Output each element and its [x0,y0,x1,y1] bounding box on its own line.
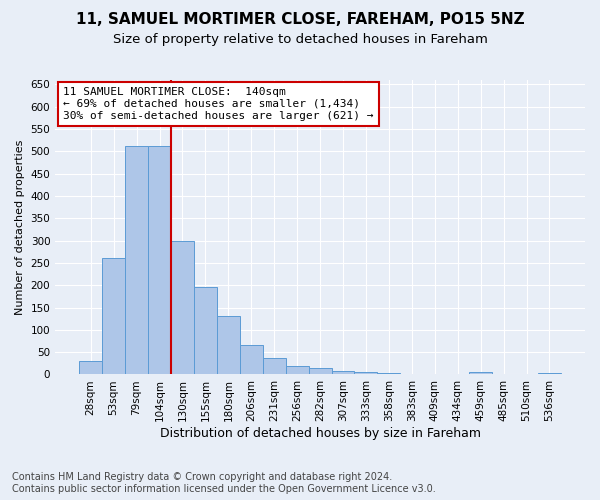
Bar [308,368,332,374]
Bar [171,240,194,374]
Bar [217,316,240,374]
Bar [286,366,308,374]
Bar [355,372,377,374]
Bar [240,346,263,374]
Text: 11 SAMUEL MORTIMER CLOSE:  140sqm
← 69% of detached houses are smaller (1,434)
3: 11 SAMUEL MORTIMER CLOSE: 140sqm ← 69% o… [63,88,374,120]
Bar [332,371,355,374]
Bar [377,372,400,374]
Bar [79,361,102,374]
Bar [194,286,217,374]
Text: Size of property relative to detached houses in Fareham: Size of property relative to detached ho… [113,32,487,46]
Y-axis label: Number of detached properties: Number of detached properties [15,140,25,315]
Text: Contains public sector information licensed under the Open Government Licence v3: Contains public sector information licen… [12,484,436,494]
Text: Contains HM Land Registry data © Crown copyright and database right 2024.: Contains HM Land Registry data © Crown c… [12,472,392,482]
Bar [538,372,561,374]
Bar [125,146,148,374]
Text: 11, SAMUEL MORTIMER CLOSE, FAREHAM, PO15 5NZ: 11, SAMUEL MORTIMER CLOSE, FAREHAM, PO15… [76,12,524,28]
X-axis label: Distribution of detached houses by size in Fareham: Distribution of detached houses by size … [160,427,481,440]
Bar [102,258,125,374]
Bar [148,146,171,374]
Bar [469,372,492,374]
Bar [263,358,286,374]
